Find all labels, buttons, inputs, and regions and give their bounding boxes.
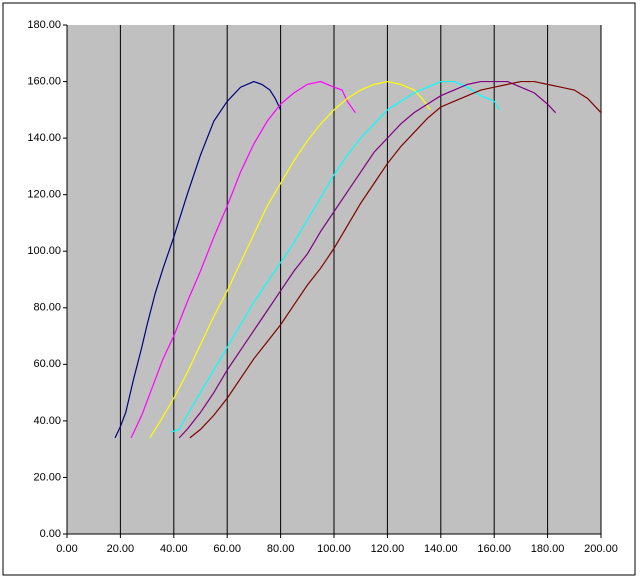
x-tick-label: 20.00 [107,543,135,555]
y-tick-label: 0.00 [40,528,61,540]
series-line [149,80,431,439]
series-line [114,80,282,439]
y-tick-label: 120.00 [27,189,61,201]
x-tick-label: 40.00 [160,543,188,555]
x-tick-label: 180.00 [531,543,565,555]
x-tick-label: 100.00 [317,543,351,555]
y-tick-label: 20.00 [33,471,61,483]
y-tick-label: 80.00 [33,302,61,314]
y-tick-label: 140.00 [27,132,61,144]
series-line [170,80,501,433]
x-tick-label: 60.00 [213,543,241,555]
x-tick-label: 160.00 [477,543,511,555]
y-tick-label: 60.00 [33,358,61,370]
x-tick-label: 80.00 [267,543,295,555]
series-line [178,80,557,439]
x-tick-label: 140.00 [424,543,458,555]
series-line [189,80,602,439]
x-tick-label: 0.00 [56,543,77,555]
y-tick-label: 180.00 [27,19,61,31]
y-tick-label: 100.00 [27,245,61,257]
y-tick-label: 40.00 [33,415,61,427]
x-tick-label: 200.00 [584,543,618,555]
x-tick-label: 120.00 [371,543,405,555]
series-line [130,80,356,439]
y-tick-label: 160.00 [27,75,61,87]
